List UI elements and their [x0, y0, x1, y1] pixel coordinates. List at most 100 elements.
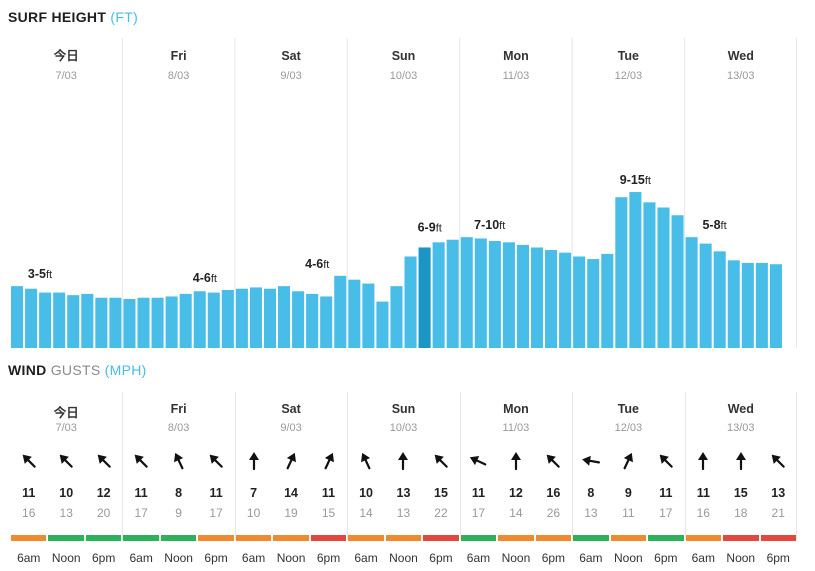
- wind-slot[interactable]: 11 17 6am: [122, 450, 159, 571]
- wind-gust: 19: [284, 506, 298, 520]
- surf-bar[interactable]: [685, 237, 698, 348]
- wind-slot[interactable]: 11 17 6pm: [197, 450, 234, 571]
- surf-bar[interactable]: [671, 215, 684, 348]
- day-label: Sat: [281, 402, 301, 416]
- wind-slot[interactable]: 10 14 6am: [347, 450, 384, 571]
- surf-bar[interactable]: [221, 290, 234, 348]
- surf-range-unit: ft: [211, 273, 217, 285]
- surf-bar[interactable]: [123, 299, 136, 348]
- time-label: Noon: [614, 551, 643, 565]
- surf-bar[interactable]: [362, 283, 375, 348]
- surf-bar[interactable]: [390, 286, 403, 348]
- surf-bar[interactable]: [376, 301, 389, 348]
- time-label: Noon: [389, 551, 418, 565]
- surf-bar[interactable]: [334, 275, 347, 348]
- surf-bar[interactable]: [769, 264, 782, 348]
- surf-bar[interactable]: [165, 296, 178, 348]
- wind-slot[interactable]: 11 16 6am: [685, 450, 722, 571]
- surf-bar[interactable]: [193, 291, 206, 348]
- wind-gust: 9: [175, 506, 182, 520]
- surf-bar[interactable]: [320, 296, 333, 348]
- surf-bar[interactable]: [516, 244, 529, 348]
- surf-bar[interactable]: [67, 295, 80, 348]
- surf-bar[interactable]: [278, 286, 291, 348]
- surf-height-unit: (FT): [110, 9, 139, 25]
- surf-bar[interactable]: [530, 247, 544, 348]
- surf-bar[interactable]: [741, 262, 754, 348]
- surf-bar[interactable]: [95, 297, 108, 348]
- surf-bar[interactable]: [151, 297, 164, 348]
- wind-slot[interactable]: 16 26 6pm: [535, 450, 572, 571]
- wind-direction-arrow-icon: [318, 450, 340, 472]
- surf-bar[interactable]: [249, 287, 262, 348]
- surf-bar[interactable]: [502, 242, 515, 348]
- day-label: Mon: [503, 402, 529, 416]
- surf-bar[interactable]: [292, 291, 305, 348]
- surf-bar[interactable]: [137, 297, 150, 348]
- wind-slot[interactable]: 15 18 Noon: [722, 450, 759, 571]
- wind-slot[interactable]: 7 10 6am: [235, 450, 272, 571]
- surf-bar[interactable]: [11, 286, 24, 348]
- wind-gust: 26: [546, 506, 561, 520]
- surf-bar[interactable]: [545, 250, 558, 348]
- surf-bar[interactable]: [615, 197, 628, 348]
- surf-bar[interactable]: [755, 262, 768, 348]
- wind-slot[interactable]: 8 9 Noon: [160, 450, 197, 571]
- surf-bar-selected[interactable]: [418, 247, 431, 348]
- surf-bar[interactable]: [25, 288, 38, 348]
- wind-slot[interactable]: 11 17 6am: [460, 450, 497, 571]
- day-date: 10/03: [390, 70, 418, 82]
- surf-bar[interactable]: [488, 241, 501, 348]
- surf-bar[interactable]: [460, 237, 473, 348]
- time-label: 6pm: [541, 551, 566, 565]
- day-date: 8/03: [167, 422, 190, 434]
- wind-slot[interactable]: 13 13 Noon: [385, 450, 422, 571]
- surf-bar[interactable]: [432, 242, 445, 348]
- surf-bar[interactable]: [699, 243, 712, 348]
- wind-speed: 14: [284, 486, 298, 500]
- day-date: 11/03: [502, 422, 530, 434]
- time-label: 6am: [17, 551, 41, 565]
- wind-rating-bar: [610, 535, 647, 541]
- surf-bar[interactable]: [601, 253, 614, 348]
- surf-bar[interactable]: [207, 292, 220, 348]
- wind-slot[interactable]: 11 17 6pm: [647, 450, 684, 571]
- surf-bar[interactable]: [629, 192, 642, 348]
- wind-slot[interactable]: 14 19 Noon: [272, 450, 309, 571]
- wind-slot[interactable]: 11 15 6pm: [310, 450, 347, 571]
- surf-bar[interactable]: [306, 293, 319, 348]
- wind-slot[interactable]: 12 20 6pm: [85, 450, 122, 571]
- wind-slot[interactable]: 11 16 6am: [10, 450, 47, 571]
- day-date: 10/03: [389, 422, 418, 434]
- surf-bar[interactable]: [446, 239, 459, 348]
- wind-slot[interactable]: 12 14 Noon: [497, 450, 534, 571]
- surf-bar[interactable]: [713, 251, 726, 348]
- surf-bar[interactable]: [81, 293, 94, 348]
- surf-bar[interactable]: [179, 293, 192, 348]
- wind-slot[interactable]: 10 13 Noon: [47, 450, 84, 571]
- time-label: 6am: [466, 551, 491, 565]
- day-label: Tue: [618, 49, 639, 63]
- surf-bar[interactable]: [109, 297, 122, 348]
- surf-bar[interactable]: [263, 288, 277, 348]
- wind-slot[interactable]: 8 13 6am: [572, 450, 609, 571]
- surf-bar[interactable]: [727, 260, 740, 348]
- surf-range-label: 9-15ft: [620, 173, 651, 187]
- surf-bar[interactable]: [559, 252, 572, 348]
- wind-slot[interactable]: 15 22 6pm: [422, 450, 459, 571]
- surf-bar[interactable]: [53, 292, 66, 348]
- surf-bar[interactable]: [404, 256, 417, 348]
- surf-bar[interactable]: [39, 292, 52, 348]
- surf-bar[interactable]: [587, 259, 600, 348]
- surf-bar[interactable]: [657, 207, 670, 348]
- wind-slot[interactable]: 9 11 Noon: [610, 450, 647, 571]
- surf-bar[interactable]: [235, 288, 248, 348]
- surf-bar[interactable]: [474, 238, 487, 348]
- surf-bar[interactable]: [643, 202, 656, 348]
- surf-bar[interactable]: [348, 279, 361, 348]
- surf-bar[interactable]: [573, 256, 586, 348]
- wind-slot[interactable]: 13 21 6pm: [760, 450, 797, 571]
- day-divider: [234, 392, 236, 540]
- wind-direction-arrow-icon: [93, 450, 115, 472]
- day-label: Sun: [391, 402, 416, 416]
